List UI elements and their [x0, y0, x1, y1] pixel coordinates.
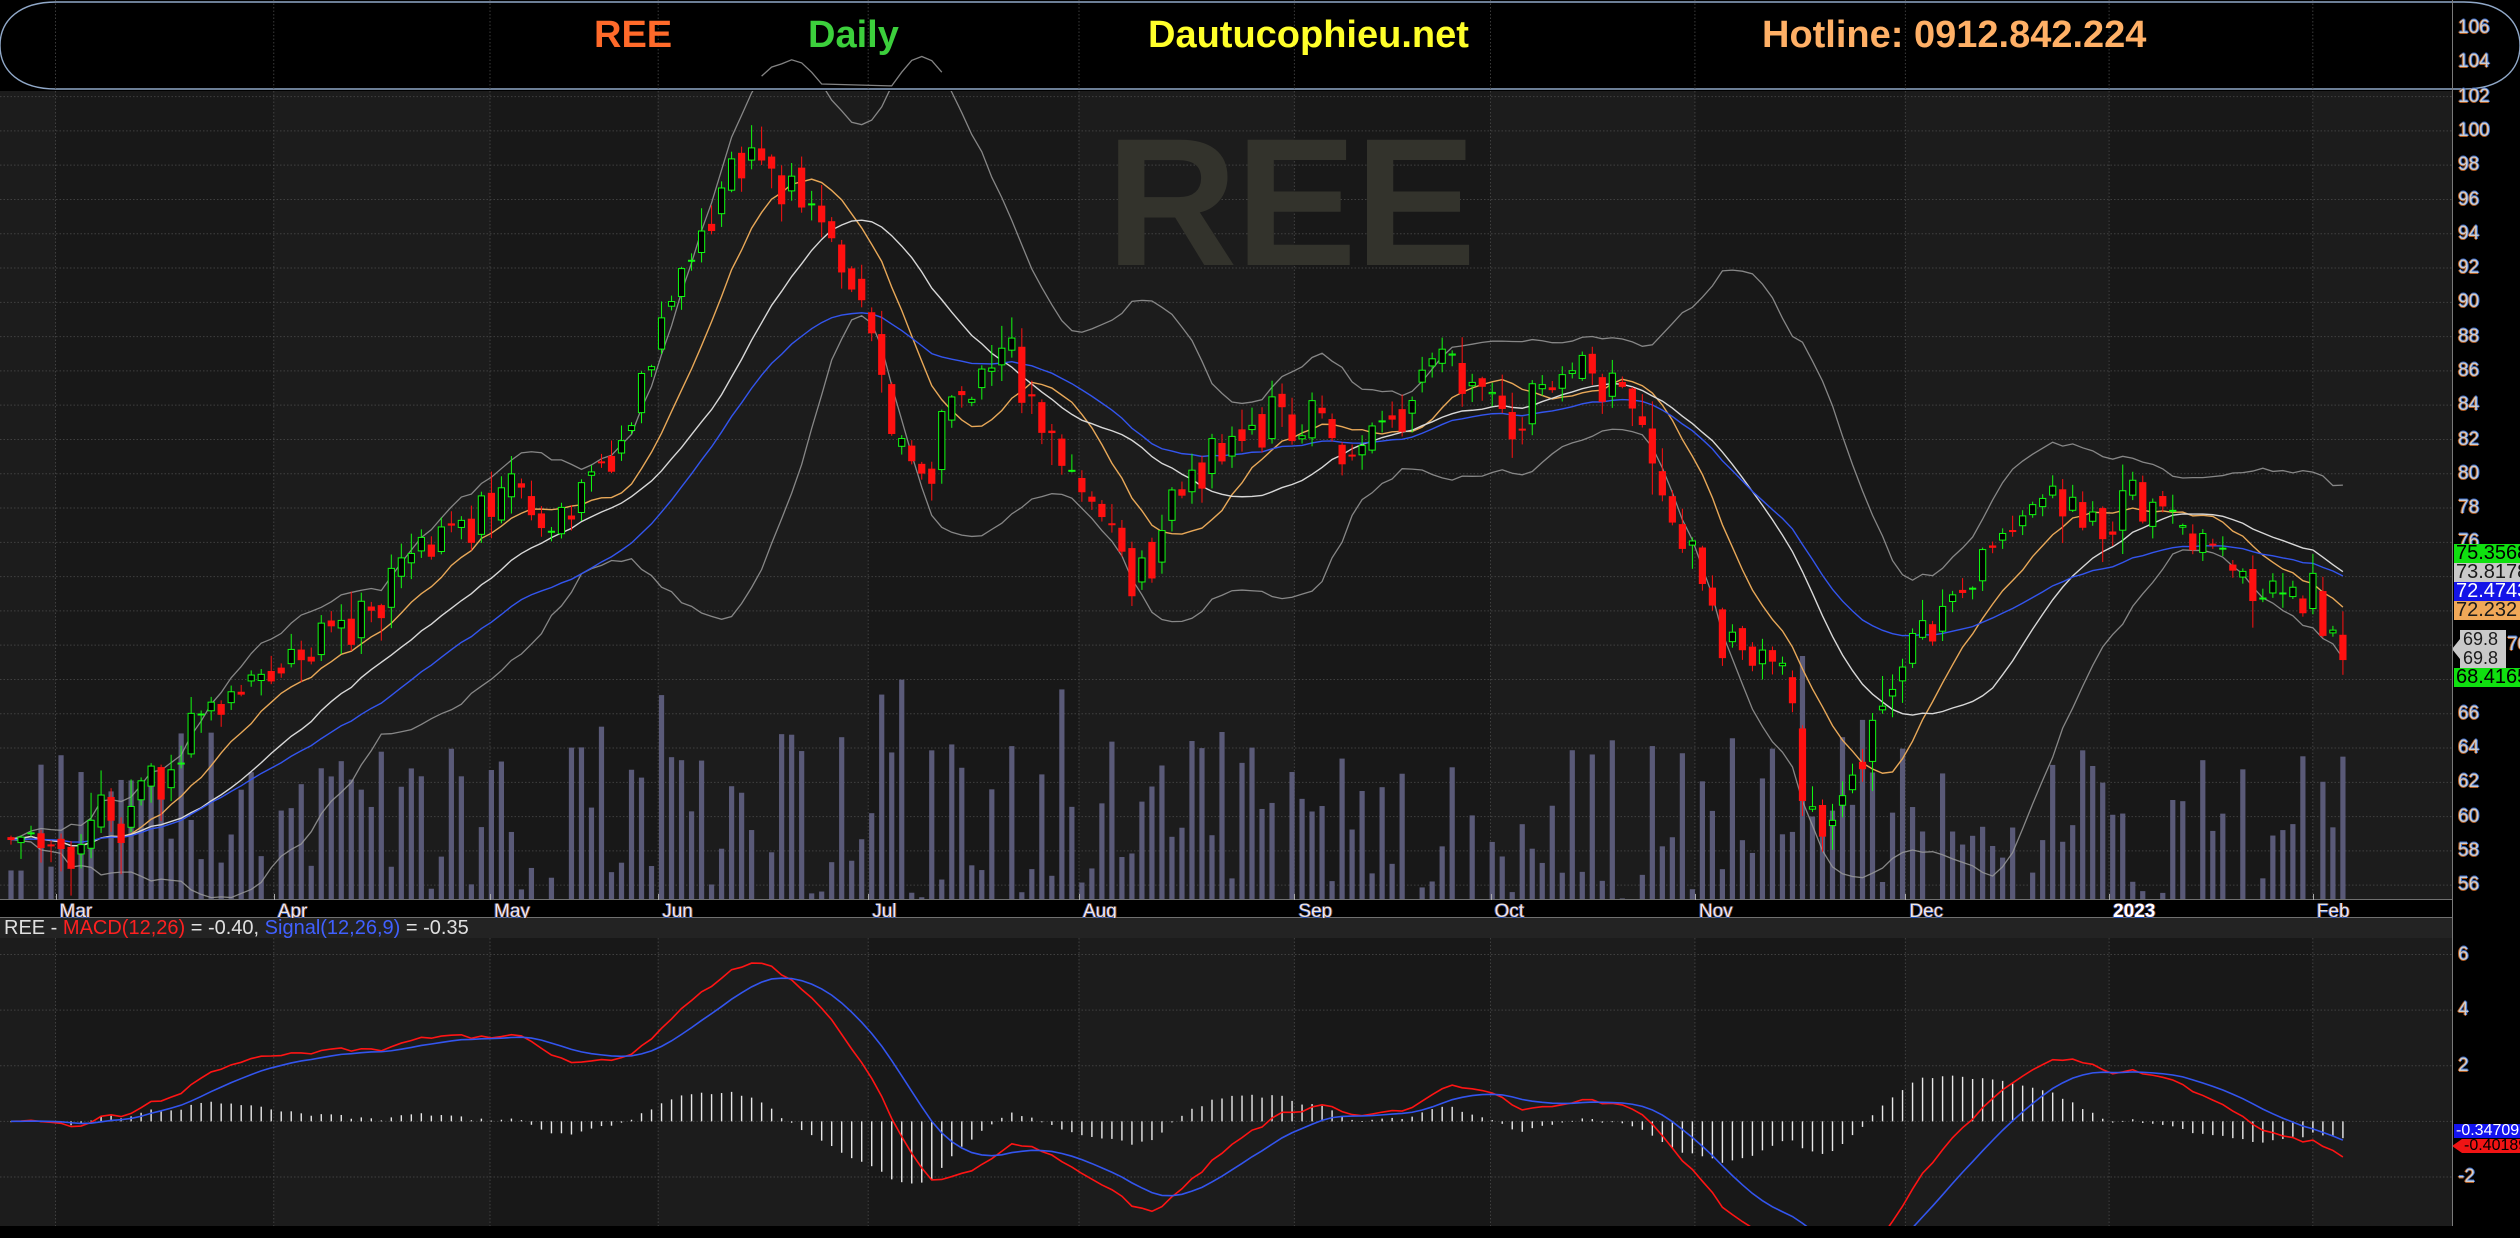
- svg-text:REE: REE: [1106, 100, 1474, 304]
